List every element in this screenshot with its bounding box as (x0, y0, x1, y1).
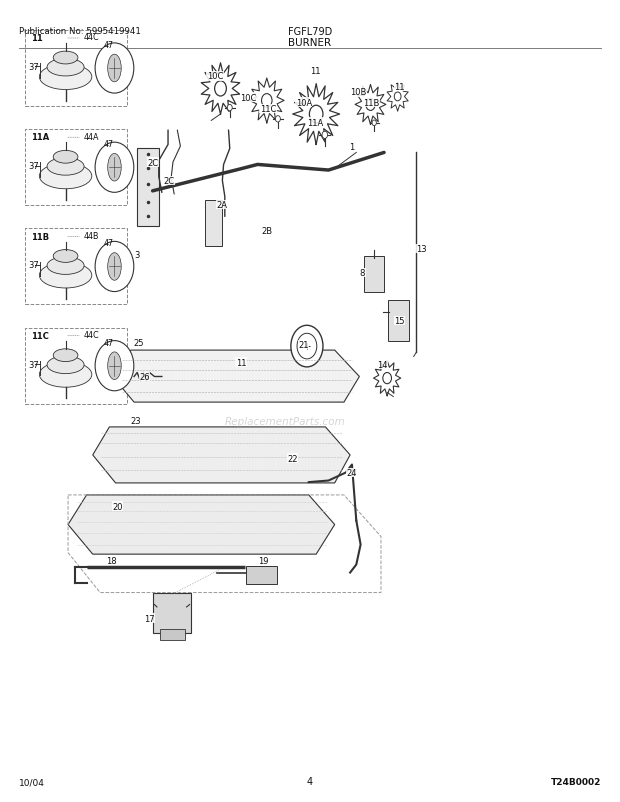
FancyBboxPatch shape (137, 148, 159, 227)
Text: 47: 47 (104, 338, 113, 347)
Text: 2C: 2C (148, 158, 159, 168)
FancyBboxPatch shape (205, 200, 223, 247)
Ellipse shape (47, 357, 84, 375)
Text: 10C: 10C (206, 72, 223, 81)
Text: 18: 18 (106, 557, 117, 565)
Text: 26: 26 (140, 372, 150, 382)
Text: 47: 47 (104, 239, 113, 248)
Text: 11: 11 (236, 358, 246, 367)
Text: FGFL79D: FGFL79D (288, 27, 332, 37)
Circle shape (383, 373, 391, 384)
Circle shape (95, 143, 134, 193)
Text: 2C: 2C (164, 176, 175, 186)
Circle shape (322, 132, 327, 140)
Circle shape (372, 121, 376, 127)
Text: 37: 37 (29, 360, 39, 369)
Circle shape (262, 95, 272, 108)
Text: 37: 37 (29, 63, 39, 72)
Ellipse shape (39, 363, 92, 387)
FancyBboxPatch shape (160, 629, 185, 640)
Ellipse shape (47, 158, 84, 176)
Text: 21: 21 (299, 341, 309, 350)
Polygon shape (68, 496, 335, 554)
Text: 11: 11 (309, 67, 320, 76)
Ellipse shape (53, 151, 78, 164)
Ellipse shape (47, 59, 84, 77)
Ellipse shape (53, 52, 78, 65)
Circle shape (275, 116, 280, 123)
Text: 11: 11 (394, 83, 405, 91)
Ellipse shape (108, 352, 122, 380)
Text: 2B: 2B (261, 227, 272, 236)
Text: 37: 37 (29, 162, 39, 171)
FancyBboxPatch shape (365, 257, 384, 292)
Text: 44B: 44B (84, 232, 99, 241)
Text: 22: 22 (288, 454, 298, 463)
Text: 1: 1 (349, 142, 355, 152)
Text: 11A: 11A (307, 119, 323, 128)
Text: 3: 3 (135, 251, 140, 260)
Circle shape (291, 326, 323, 367)
Text: 11: 11 (31, 34, 43, 43)
Circle shape (366, 99, 375, 111)
Text: 11B: 11B (31, 233, 49, 241)
Circle shape (215, 82, 226, 97)
Ellipse shape (53, 250, 78, 263)
Text: 10C: 10C (240, 94, 257, 103)
Text: 47: 47 (104, 41, 113, 50)
Text: 17: 17 (144, 614, 155, 623)
Ellipse shape (108, 253, 122, 281)
Text: 11A: 11A (31, 133, 49, 142)
FancyBboxPatch shape (153, 593, 192, 633)
Ellipse shape (108, 55, 122, 83)
Ellipse shape (39, 65, 92, 91)
Text: 8: 8 (360, 269, 365, 277)
Text: ReplacementParts.com: ReplacementParts.com (225, 416, 346, 426)
Circle shape (228, 105, 232, 111)
Text: 4: 4 (307, 776, 313, 786)
Circle shape (95, 44, 134, 94)
Text: 11C: 11C (31, 331, 49, 341)
Text: 23: 23 (131, 416, 141, 426)
Text: 11B: 11B (363, 99, 380, 107)
Text: 24: 24 (347, 468, 357, 477)
Text: T24B0002: T24B0002 (551, 777, 601, 786)
Ellipse shape (39, 263, 92, 289)
Text: 20: 20 (112, 502, 123, 511)
Text: 47: 47 (104, 140, 113, 149)
Text: 13: 13 (416, 245, 427, 253)
Text: 11C: 11C (260, 105, 277, 114)
Text: 37: 37 (29, 261, 39, 270)
Text: 14: 14 (378, 361, 388, 370)
Text: 15: 15 (394, 317, 405, 326)
Circle shape (95, 341, 134, 391)
Text: 44A: 44A (84, 132, 99, 141)
Text: BURNER: BURNER (288, 38, 332, 48)
Text: 25: 25 (133, 339, 144, 348)
Ellipse shape (39, 164, 92, 189)
Text: 44C: 44C (84, 34, 100, 43)
Text: 44C: 44C (84, 330, 100, 340)
Ellipse shape (108, 154, 122, 182)
Circle shape (394, 93, 401, 102)
Ellipse shape (53, 350, 78, 363)
Text: 2A: 2A (217, 200, 228, 209)
Text: 19: 19 (259, 557, 269, 565)
Polygon shape (112, 350, 360, 403)
Text: 10B: 10B (350, 88, 366, 97)
Circle shape (95, 242, 134, 292)
FancyBboxPatch shape (246, 566, 277, 584)
Polygon shape (93, 427, 350, 484)
Text: Publication No: 5995419941: Publication No: 5995419941 (19, 27, 141, 36)
Circle shape (309, 106, 323, 124)
Ellipse shape (47, 257, 84, 275)
FancyBboxPatch shape (388, 300, 409, 342)
Text: 10A: 10A (296, 99, 312, 107)
Text: 10/04: 10/04 (19, 777, 45, 786)
